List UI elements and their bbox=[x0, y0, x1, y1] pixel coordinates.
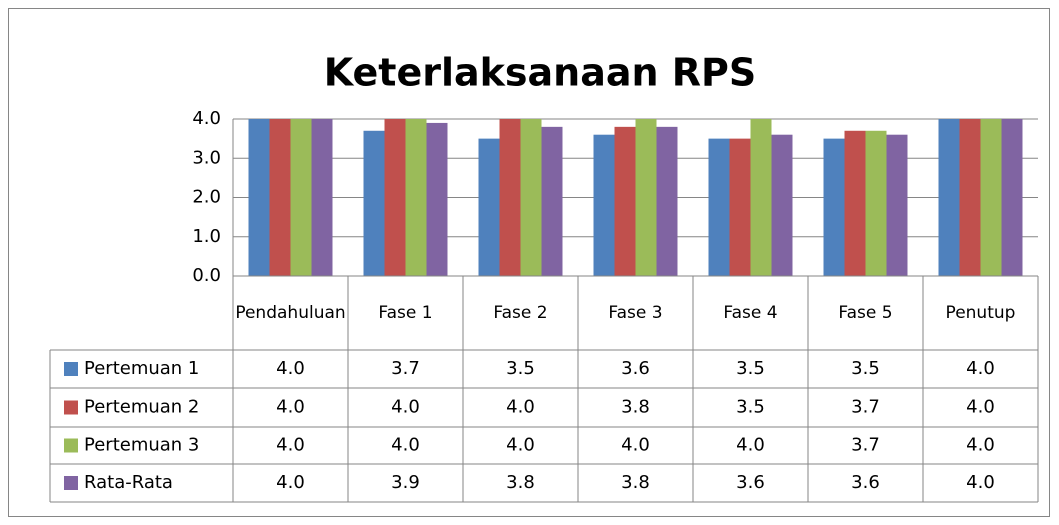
x-tick-label: Fase 4 bbox=[723, 303, 777, 323]
bar bbox=[708, 138, 730, 276]
bar bbox=[865, 130, 887, 276]
legend-key bbox=[64, 362, 78, 376]
bar bbox=[520, 119, 542, 276]
bar bbox=[384, 119, 406, 276]
bar bbox=[290, 119, 312, 276]
legend-label: Rata-Rata bbox=[84, 472, 173, 493]
bar bbox=[426, 122, 448, 276]
bar bbox=[1001, 119, 1023, 276]
chart-title: Keterlaksanaan RPS bbox=[324, 51, 757, 95]
y-tick-label: 3.0 bbox=[192, 147, 221, 168]
table-value: 3.6 bbox=[851, 472, 880, 493]
table-value: 4.0 bbox=[391, 435, 420, 456]
bar bbox=[363, 130, 385, 276]
table-value: 3.6 bbox=[621, 358, 650, 379]
table-value: 4.0 bbox=[966, 472, 995, 493]
bar bbox=[938, 119, 960, 276]
y-tick-label: 0.0 bbox=[192, 265, 221, 286]
table-value: 3.6 bbox=[736, 472, 765, 493]
bar bbox=[405, 119, 427, 276]
bar bbox=[269, 119, 291, 276]
y-tick-label: 4.0 bbox=[192, 108, 221, 129]
x-tick-label: Fase 5 bbox=[838, 303, 892, 323]
bar bbox=[593, 134, 615, 276]
table-value: 4.0 bbox=[391, 397, 420, 418]
table-value: 3.5 bbox=[506, 358, 535, 379]
table-value: 4.0 bbox=[621, 435, 650, 456]
bar bbox=[980, 119, 1002, 276]
table-value: 4.0 bbox=[276, 472, 305, 493]
bar bbox=[248, 119, 270, 276]
bar bbox=[499, 119, 521, 276]
bar bbox=[614, 126, 636, 276]
legend-key bbox=[64, 476, 78, 490]
table-value: 3.8 bbox=[506, 472, 535, 493]
bar bbox=[311, 119, 333, 276]
x-tick-label: Fase 1 bbox=[378, 303, 432, 323]
x-tick-label: Fase 3 bbox=[608, 303, 662, 323]
legend-label: Pertemuan 1 bbox=[84, 358, 199, 379]
table-value: 3.9 bbox=[391, 472, 420, 493]
table-value: 3.8 bbox=[621, 472, 650, 493]
bar bbox=[541, 126, 563, 276]
legend-label: Pertemuan 2 bbox=[84, 397, 199, 418]
legend-key bbox=[64, 400, 78, 415]
bar bbox=[771, 134, 793, 276]
table-value: 4.0 bbox=[506, 435, 535, 456]
bar bbox=[959, 119, 981, 276]
x-tick-label: Pendahuluan bbox=[235, 303, 345, 323]
table-value: 4.0 bbox=[276, 435, 305, 456]
legend-label: Pertemuan 3 bbox=[84, 435, 199, 456]
bar bbox=[823, 138, 845, 276]
table-value: 3.7 bbox=[851, 397, 880, 418]
bar bbox=[635, 119, 657, 276]
bar bbox=[844, 130, 866, 276]
table-value: 3.5 bbox=[736, 397, 765, 418]
table-value: 3.5 bbox=[851, 358, 880, 379]
y-tick-label: 2.0 bbox=[192, 187, 221, 208]
y-tick-label: 1.0 bbox=[192, 226, 221, 247]
x-tick-label: Fase 2 bbox=[493, 303, 547, 323]
table-value: 4.0 bbox=[966, 435, 995, 456]
bar bbox=[750, 119, 772, 276]
table-value: 4.0 bbox=[276, 358, 305, 379]
x-tick-label: Penutup bbox=[946, 303, 1016, 323]
table-value: 4.0 bbox=[966, 397, 995, 418]
table-value: 3.7 bbox=[851, 435, 880, 456]
table-value: 4.0 bbox=[966, 358, 995, 379]
bar bbox=[656, 126, 678, 276]
table-value: 4.0 bbox=[276, 397, 305, 418]
bar bbox=[478, 138, 500, 276]
table-value: 4.0 bbox=[736, 435, 765, 456]
legend-key bbox=[64, 438, 78, 453]
bar bbox=[729, 138, 751, 276]
table-value: 3.7 bbox=[391, 358, 420, 379]
table-value: 4.0 bbox=[506, 397, 535, 418]
bar bbox=[886, 134, 908, 276]
table-value: 3.5 bbox=[736, 358, 765, 379]
table-value: 3.8 bbox=[621, 397, 650, 418]
